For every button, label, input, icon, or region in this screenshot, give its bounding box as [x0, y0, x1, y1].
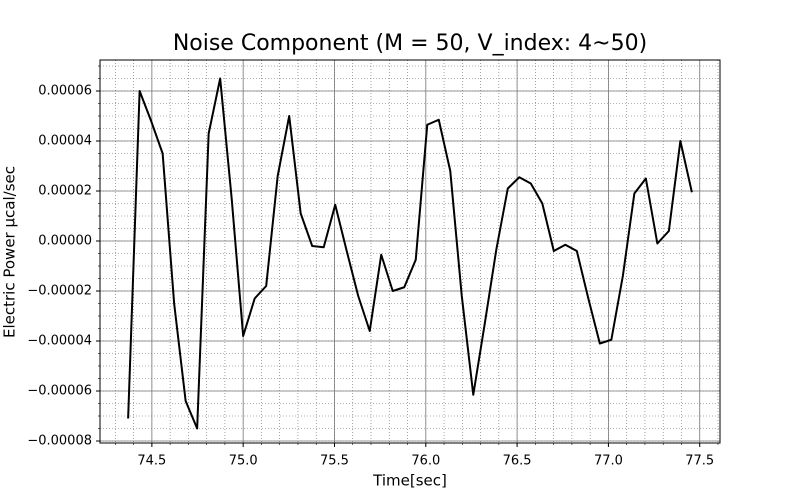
x-tick-label: 74.5: [137, 454, 166, 469]
y-axis-label: Electric Power µcal/sec: [1, 166, 19, 338]
x-tick-label: 76.5: [503, 454, 532, 469]
y-tick-label: −0.00006: [27, 384, 92, 399]
chart-title: Noise Component (M = 50, V_index: 4~50): [173, 31, 647, 56]
x-tick-label: 77.5: [685, 454, 714, 469]
y-tick-label: 0.00006: [38, 84, 92, 99]
x-tick-label: 76.0: [411, 454, 440, 469]
y-tick-label: −0.00008: [27, 434, 92, 449]
y-tick-label: 0.00002: [38, 184, 92, 199]
plot-frame: [99, 59, 721, 444]
y-tick-label: 0.00004: [38, 134, 92, 149]
x-axis-label: Time[sec]: [372, 472, 447, 490]
y-tick-label: −0.00004: [27, 334, 92, 349]
data-line: [127, 77, 693, 430]
y-tick-label: −0.00002: [27, 284, 92, 299]
x-tick-label: 77.0: [594, 454, 623, 469]
x-tick-label: 75.5: [320, 454, 349, 469]
x-tick-label: 75.0: [229, 454, 258, 469]
y-tick-label: 0.00000: [38, 234, 92, 249]
